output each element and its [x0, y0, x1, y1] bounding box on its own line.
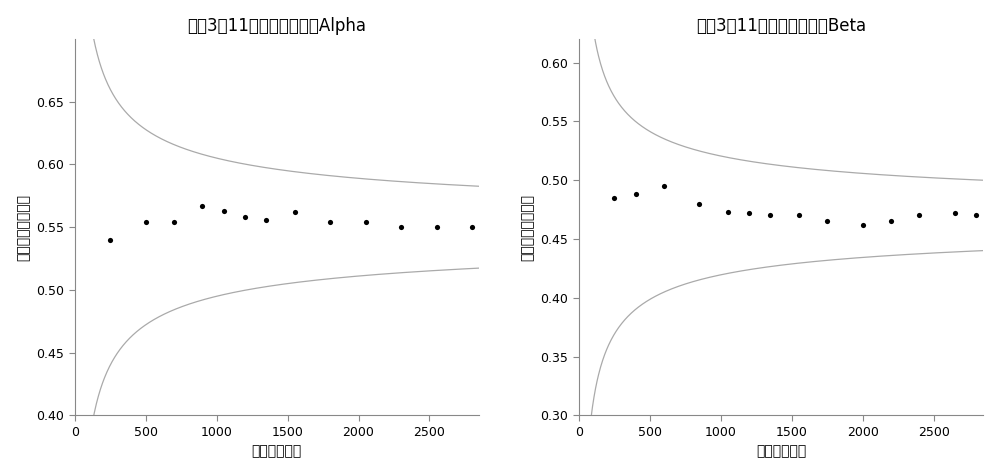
Point [855, 221, 871, 228]
Point [791, 212, 807, 219]
Point [287, 209, 303, 216]
Point [138, 218, 154, 226]
Point [322, 218, 338, 226]
Point [216, 207, 232, 215]
Point [358, 218, 374, 226]
Point [464, 223, 480, 231]
Point [628, 190, 644, 198]
Point [691, 200, 707, 208]
Point [606, 194, 622, 201]
Point [102, 236, 118, 244]
Point [762, 212, 778, 219]
Point [258, 216, 274, 223]
X-axis label: 累积测序深度: 累积测序深度 [756, 444, 806, 458]
Point [656, 182, 672, 190]
Point [429, 223, 445, 231]
Point [237, 213, 253, 221]
Title: 家系3的11号染色体单倍型Alpha: 家系3的11号染色体单倍型Alpha [187, 17, 366, 35]
Y-axis label: 累积等位基因频率: 累积等位基因频率 [521, 194, 535, 261]
Point [741, 209, 757, 217]
Point [883, 218, 899, 225]
Point [166, 218, 182, 226]
X-axis label: 累积测序深度: 累积测序深度 [252, 444, 302, 458]
Point [393, 223, 409, 231]
Point [947, 209, 963, 217]
Title: 家系3的11号染色体单倍型Beta: 家系3的11号染色体单倍型Beta [696, 17, 866, 35]
Point [720, 208, 736, 216]
Point [819, 218, 835, 225]
Point [911, 212, 927, 219]
Y-axis label: 累积等位基因频率: 累积等位基因频率 [17, 194, 31, 261]
Point [194, 202, 210, 209]
Point [968, 212, 984, 219]
